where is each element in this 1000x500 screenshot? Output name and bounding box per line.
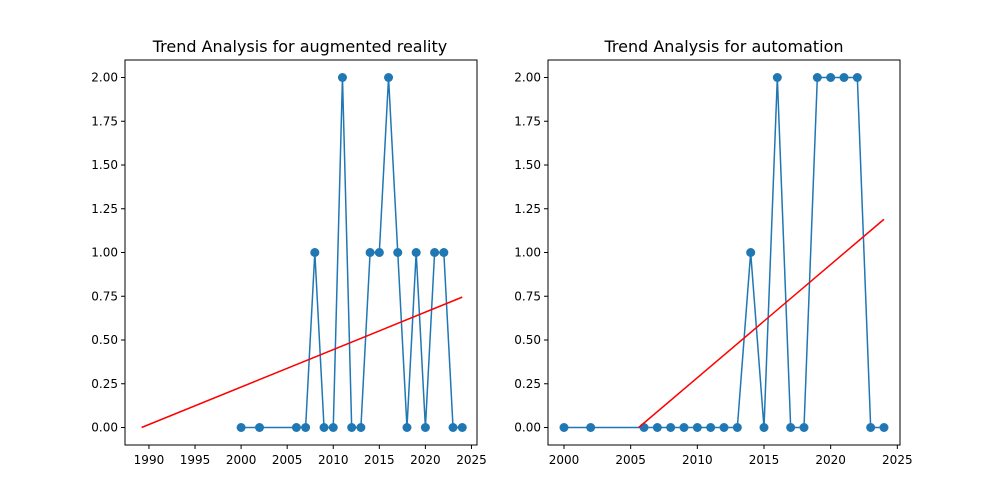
data-point bbox=[812, 73, 822, 82]
x-tick-label: 2015 bbox=[749, 453, 780, 467]
data-point bbox=[866, 423, 876, 432]
data-point bbox=[236, 423, 246, 432]
y-tick-label: 2.00 bbox=[514, 71, 541, 85]
x-tick-label: 2010 bbox=[682, 453, 713, 467]
data-point bbox=[639, 423, 649, 432]
x-tick-label: 2020 bbox=[815, 453, 846, 467]
data-point bbox=[679, 423, 689, 432]
y-tick-label: 0.50 bbox=[514, 333, 541, 347]
chart-title: Trend Analysis for augmented reality bbox=[152, 37, 448, 56]
data-point bbox=[328, 423, 338, 432]
y-tick-label: 1.50 bbox=[91, 158, 118, 172]
data-point bbox=[719, 423, 729, 432]
y-tick-label: 1.25 bbox=[91, 202, 118, 216]
trend-line bbox=[141, 296, 463, 429]
chart-augmented-reality: Trend Analysis for augmented reality 199… bbox=[91, 37, 486, 467]
data-point bbox=[365, 248, 375, 257]
x-tick-label: 2005 bbox=[615, 453, 646, 467]
y-tick-label: 1.00 bbox=[91, 246, 118, 260]
data-point bbox=[457, 423, 467, 432]
y-tick-label: 0.75 bbox=[514, 289, 541, 303]
data-point bbox=[706, 423, 716, 432]
data-point bbox=[430, 248, 440, 257]
x-tick-label: 2025 bbox=[882, 453, 913, 467]
data-point bbox=[384, 73, 394, 82]
x-tick-label: 2005 bbox=[272, 453, 303, 467]
data-point bbox=[772, 73, 782, 82]
chart-title: Trend Analysis for automation bbox=[603, 37, 843, 56]
y-tick-label: 1.25 bbox=[514, 202, 541, 216]
data-point bbox=[319, 423, 329, 432]
x-tick-label: 2025 bbox=[456, 453, 487, 467]
data-point bbox=[337, 73, 347, 82]
plot-frame bbox=[124, 59, 478, 446]
data-point bbox=[692, 423, 702, 432]
y-tick-label: 1.75 bbox=[514, 114, 541, 128]
data-point bbox=[356, 423, 366, 432]
data-point bbox=[839, 73, 849, 82]
data-point bbox=[786, 423, 796, 432]
data-point bbox=[291, 423, 301, 432]
data-point bbox=[411, 248, 421, 257]
data-point bbox=[732, 423, 742, 432]
data-point bbox=[420, 423, 430, 432]
data-point bbox=[666, 423, 676, 432]
data-point bbox=[652, 423, 662, 432]
x-tick-label: 1990 bbox=[134, 453, 165, 467]
x-tick-label: 2000 bbox=[549, 453, 580, 467]
x-tick-label: 2015 bbox=[364, 453, 395, 467]
y-tick-label: 0.25 bbox=[91, 377, 118, 391]
data-point bbox=[799, 423, 809, 432]
y-tick-label: 0.00 bbox=[91, 421, 118, 435]
y-tick-label: 0.00 bbox=[514, 421, 541, 435]
data-point bbox=[393, 248, 403, 257]
chart-automation: Trend Analysis for automation 2000 2005 20… bbox=[514, 37, 912, 467]
data-point bbox=[301, 423, 311, 432]
data-point bbox=[448, 423, 458, 432]
data-point bbox=[310, 248, 320, 257]
data-point bbox=[347, 423, 357, 432]
trend-line bbox=[638, 218, 885, 429]
y-tick-label: 1.50 bbox=[514, 158, 541, 172]
data-point bbox=[402, 423, 412, 432]
data-point bbox=[826, 73, 836, 82]
data-point bbox=[852, 73, 862, 82]
y-tick-label: 0.75 bbox=[91, 289, 118, 303]
y-tick-label: 1.75 bbox=[91, 114, 118, 128]
data-point bbox=[559, 423, 569, 432]
y-tick-label: 0.25 bbox=[514, 377, 541, 391]
data-point bbox=[879, 423, 889, 432]
x-tick-label: 2010 bbox=[318, 453, 349, 467]
data-point bbox=[439, 248, 449, 257]
y-tick-label: 2.00 bbox=[91, 71, 118, 85]
x-tick-label: 1995 bbox=[180, 453, 211, 467]
data-point bbox=[759, 423, 769, 432]
data-point bbox=[374, 248, 384, 257]
data-point bbox=[586, 423, 596, 432]
series-line bbox=[241, 76, 463, 429]
data-point bbox=[255, 423, 265, 432]
series-line bbox=[564, 76, 884, 429]
x-tick-label: 2000 bbox=[226, 453, 257, 467]
data-point bbox=[746, 248, 756, 257]
x-tick-label: 2020 bbox=[410, 453, 441, 467]
y-tick-label: 0.50 bbox=[91, 333, 118, 347]
plot-frame bbox=[547, 59, 901, 446]
y-tick-label: 1.00 bbox=[514, 246, 541, 260]
